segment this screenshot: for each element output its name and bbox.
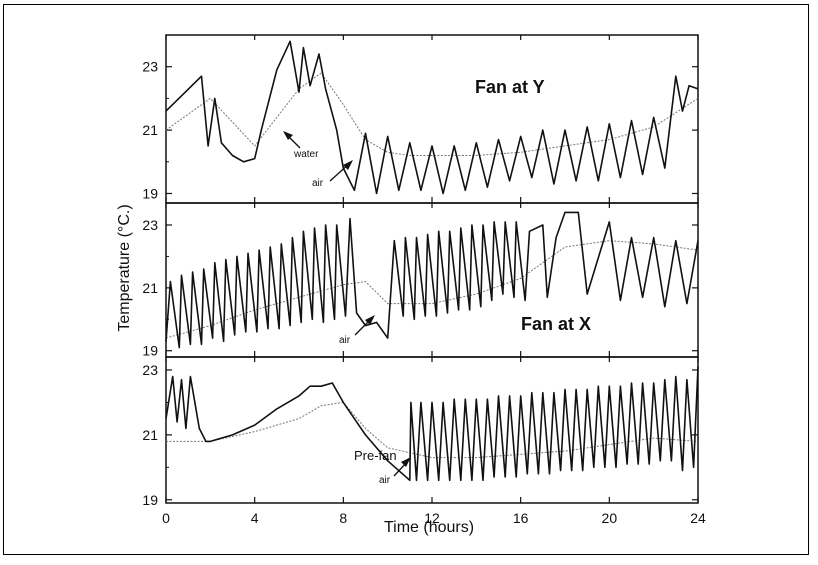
annotation-arrowheads bbox=[283, 131, 411, 467]
panel-title-fan-at-x: Fan at X bbox=[521, 314, 591, 334]
annotation-air-top: air bbox=[312, 178, 324, 189]
series-line-water bbox=[165, 72, 699, 156]
series-line-air bbox=[165, 211, 699, 349]
x-axis-title: Time (hours) bbox=[384, 519, 474, 536]
y-tick-label: 19 bbox=[142, 185, 158, 201]
x-tick-label: 8 bbox=[339, 510, 347, 526]
panel-frame bbox=[165, 34, 699, 204]
arrowhead-air-middle bbox=[365, 315, 375, 325]
y-tick-label: 23 bbox=[142, 59, 158, 75]
x-tick-label: 16 bbox=[513, 510, 529, 526]
x-tick-label: 0 bbox=[162, 510, 170, 526]
x-tick-label: 20 bbox=[602, 510, 618, 526]
y-tick-label: 21 bbox=[142, 427, 158, 443]
y-axis-title: Temperature (°C.) bbox=[116, 204, 133, 331]
y-tick-label: 21 bbox=[142, 122, 158, 138]
arrowhead-water bbox=[283, 131, 293, 140]
panel-3: 19 21 23 0 4 8 12 16 20 24 bbox=[142, 356, 706, 526]
y-tick-label: 19 bbox=[142, 343, 158, 359]
panel-2: 19 21 23 bbox=[142, 202, 699, 359]
series-line-water bbox=[165, 240, 699, 339]
annotation-air-bottom: air bbox=[379, 475, 391, 486]
y-tick-label: 23 bbox=[142, 362, 158, 378]
arrowhead-air-top bbox=[343, 160, 353, 170]
y-tick-label: 21 bbox=[142, 280, 158, 296]
y-tick-label: 19 bbox=[142, 492, 158, 508]
arrowhead-air-bottom bbox=[401, 457, 411, 467]
x-tick-label: 24 bbox=[690, 510, 706, 526]
y-tick-label: 23 bbox=[142, 217, 158, 233]
x-tick-label: 12 bbox=[424, 510, 440, 526]
annotation-water: water bbox=[293, 149, 319, 160]
panel-1: 19 21 23 bbox=[142, 34, 699, 204]
figure-frame bbox=[3, 4, 809, 555]
annotation-air-middle: air bbox=[339, 335, 351, 346]
panel-label-pre-fan: Pre-fan bbox=[354, 448, 397, 463]
panel-title-fan-at-y: Fan at Y bbox=[475, 77, 545, 97]
x-tick-label: 4 bbox=[251, 510, 259, 526]
series-line-air bbox=[165, 40, 699, 195]
series-line-air bbox=[165, 366, 699, 482]
